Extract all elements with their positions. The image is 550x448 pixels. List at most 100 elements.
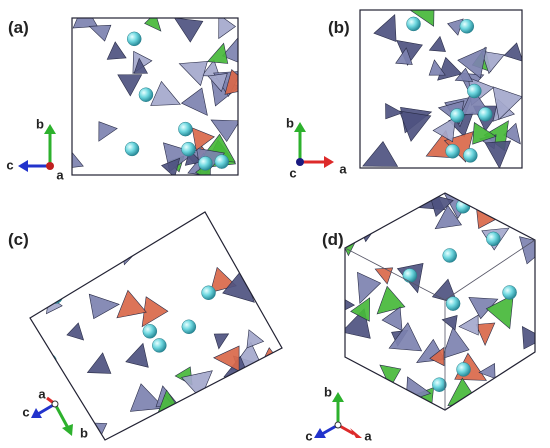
atom: [260, 256, 275, 272]
atom: [455, 199, 471, 214]
panel-label: (d): [322, 230, 344, 249]
polyhedron: [428, 59, 446, 76]
polyhedron: [521, 325, 535, 350]
polyhedron: [125, 342, 149, 368]
axis-label: a: [56, 167, 64, 182]
atom: [442, 248, 457, 263]
polyhedron: [428, 35, 446, 52]
polyhedron: [263, 219, 282, 240]
polyhedron: [345, 297, 356, 314]
polyhedron: [388, 322, 423, 352]
polyhedron: [190, 401, 211, 420]
polyhedron: [190, 419, 223, 440]
cell-outline: [359, 9, 523, 169]
polyhedron: [68, 253, 94, 276]
polyhedron: [458, 314, 479, 336]
axis-label: b: [36, 116, 44, 131]
polyhedron: [381, 306, 403, 332]
polyhedron: [137, 426, 161, 440]
atom: [445, 143, 460, 159]
axis-triad: b c a: [286, 115, 347, 180]
atom: [432, 377, 447, 392]
atom: [48, 289, 63, 304]
polyhedron: [481, 50, 505, 75]
polyhedron: [434, 204, 463, 230]
polyhedron: [357, 271, 382, 304]
atom: [138, 87, 154, 102]
axis-triad: b c a: [305, 384, 372, 443]
polyhedron: [441, 314, 458, 331]
polyhedron: [174, 18, 204, 43]
cell-outline: [71, 17, 239, 176]
polyhedron: [86, 352, 112, 374]
atom: [402, 268, 418, 283]
atom: [456, 362, 471, 377]
atom: [181, 141, 196, 157]
axis-label: c: [289, 165, 296, 180]
polyhedron: [218, 18, 237, 40]
polyhedron: [224, 68, 238, 95]
atom: [142, 324, 158, 339]
polyhedron: [133, 57, 149, 74]
polyhedron: [512, 379, 535, 406]
axis-label: a: [38, 386, 46, 401]
atom: [406, 16, 421, 32]
atom: [126, 31, 142, 47]
atom: [181, 319, 197, 335]
axis-label: c: [6, 157, 13, 172]
polyhedron: [210, 119, 238, 143]
axis-label: c: [305, 428, 312, 443]
polyhedron: [30, 330, 39, 348]
atom: [478, 107, 493, 122]
polyhedron: [52, 231, 78, 252]
panel-label: (c): [8, 230, 29, 249]
structure-drawings: [30, 10, 535, 440]
polyhedron: [429, 193, 454, 218]
polyhedron: [117, 74, 143, 97]
polyhedron: [503, 42, 522, 62]
polyhedron: [398, 110, 432, 142]
atom: [486, 231, 501, 247]
polyhedron: [385, 102, 404, 120]
polyhedron: [503, 122, 521, 145]
axis-label: c: [22, 404, 29, 419]
cell-edges: [344, 239, 536, 410]
axis-label: b: [324, 384, 332, 399]
polyhedron: [223, 212, 256, 236]
atom: [459, 19, 475, 34]
polyhedron: [484, 140, 512, 168]
polyhedron: [39, 271, 68, 297]
polyhedron: [373, 13, 397, 43]
polyhedron: [44, 226, 61, 245]
polyhedron: [379, 364, 402, 389]
polyhedron: [180, 87, 208, 116]
polyhedron: [350, 297, 371, 322]
polyhedron: [88, 293, 120, 320]
polyhedron: [377, 392, 396, 410]
polyhedron: [45, 221, 68, 253]
polyhedra: [362, 10, 522, 168]
polyhedron: [191, 127, 216, 151]
polyhedra: [72, 18, 238, 175]
polyhedron: [78, 240, 101, 262]
polyhedron: [472, 121, 497, 145]
polyhedron: [129, 383, 165, 412]
cell-outline: [29, 211, 283, 441]
polyhedron: [144, 18, 162, 32]
polyhedron: [207, 73, 228, 93]
polyhedron: [178, 61, 208, 87]
polyhedron: [72, 18, 99, 29]
atom: [198, 156, 213, 171]
panel-label: (a): [8, 18, 29, 37]
polyhedron: [49, 255, 73, 276]
polyhedron: [432, 116, 456, 143]
polyhedron: [260, 233, 282, 260]
axis-triad: a c b: [22, 386, 88, 440]
atom: [42, 353, 57, 369]
polyhedron: [478, 362, 496, 379]
atom: [502, 285, 517, 300]
polyhedron: [492, 86, 522, 121]
axis-triad: b c a: [6, 116, 64, 182]
polyhedron: [395, 47, 413, 65]
